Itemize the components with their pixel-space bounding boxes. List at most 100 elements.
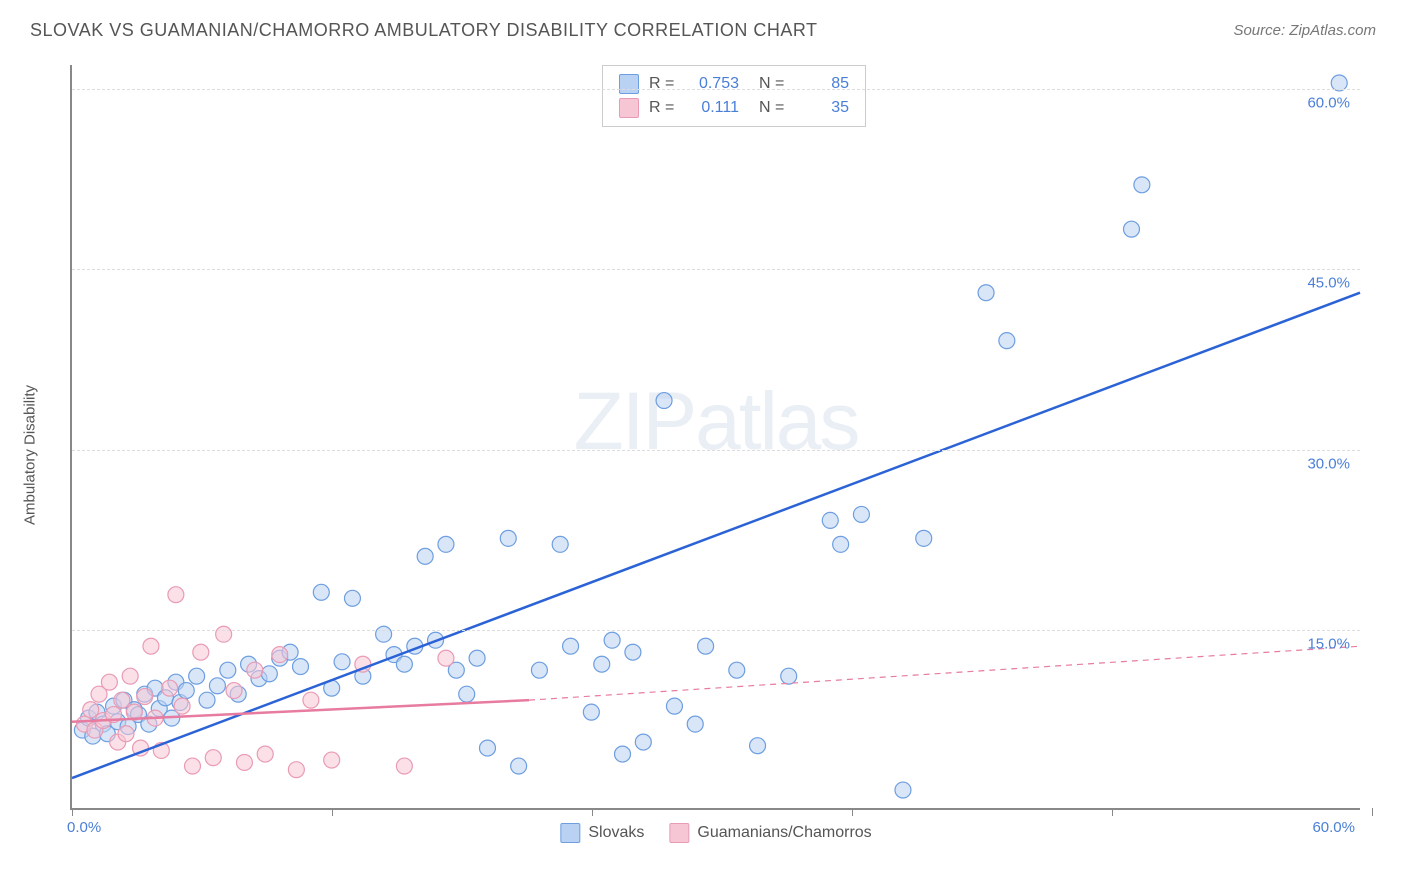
- y-tick-label: 15.0%: [1307, 635, 1350, 652]
- r-value: 0.753: [689, 75, 739, 93]
- scatter-point: [615, 746, 631, 762]
- r-label: R =: [649, 99, 679, 117]
- scatter-point: [833, 536, 849, 552]
- x-tick: [852, 808, 853, 816]
- scatter-point: [531, 662, 547, 678]
- series-legend-item: Slovaks: [560, 823, 644, 843]
- scatter-point: [781, 668, 797, 684]
- n-value: 35: [799, 99, 849, 117]
- grid-line: [72, 89, 1360, 90]
- scatter-point: [199, 692, 215, 708]
- scatter-point: [604, 632, 620, 648]
- x-axis-max-label: 60.0%: [1312, 819, 1355, 836]
- scatter-point: [853, 506, 869, 522]
- legend-swatch: [669, 823, 689, 843]
- scatter-point: [193, 644, 209, 660]
- scatter-point: [313, 584, 329, 600]
- scatter-point: [895, 782, 911, 798]
- chart-title: SLOVAK VS GUAMANIAN/CHAMORRO AMBULATORY …: [30, 20, 818, 41]
- scatter-point: [216, 626, 232, 642]
- grid-line: [72, 450, 1360, 451]
- scatter-point: [174, 698, 190, 714]
- scatter-point: [396, 656, 412, 672]
- chart-source: Source: ZipAtlas.com: [1233, 22, 1376, 39]
- scatter-point: [822, 512, 838, 528]
- scatter-point: [1134, 177, 1150, 193]
- scatter-point: [178, 683, 194, 699]
- r-value: 0.111: [689, 99, 739, 117]
- scatter-point: [438, 650, 454, 666]
- series-legend-item: Guamanians/Chamorros: [669, 823, 871, 843]
- r-label: R =: [649, 75, 679, 93]
- scatter-point: [750, 738, 766, 754]
- scatter-point: [272, 647, 288, 663]
- x-tick: [72, 808, 73, 816]
- legend-swatch: [560, 823, 580, 843]
- chart-header: SLOVAK VS GUAMANIAN/CHAMORRO AMBULATORY …: [0, 0, 1406, 51]
- series-legend-label: Guamanians/Chamorros: [697, 824, 871, 842]
- scatter-point: [143, 638, 159, 654]
- correlation-legend-row: R = 0.111 N = 35: [619, 96, 849, 120]
- scatter-point: [257, 746, 273, 762]
- scatter-plot-svg: [72, 65, 1360, 808]
- scatter-point: [137, 689, 153, 705]
- x-tick: [332, 808, 333, 816]
- chart-container: Ambulatory Disability ZIPatlas R =0.753N…: [45, 65, 1375, 845]
- scatter-point: [396, 758, 412, 774]
- scatter-point: [101, 674, 117, 690]
- scatter-point: [459, 686, 475, 702]
- scatter-point: [168, 587, 184, 603]
- y-tick-label: 30.0%: [1307, 455, 1350, 472]
- scatter-point: [978, 285, 994, 301]
- scatter-point: [666, 698, 682, 714]
- scatter-point: [334, 654, 350, 670]
- y-tick-label: 60.0%: [1307, 95, 1350, 112]
- scatter-point: [583, 704, 599, 720]
- scatter-point: [114, 692, 130, 708]
- scatter-point: [438, 536, 454, 552]
- scatter-point: [376, 626, 392, 642]
- grid-line: [72, 269, 1360, 270]
- scatter-point: [500, 530, 516, 546]
- y-tick-label: 45.0%: [1307, 275, 1350, 292]
- scatter-point: [162, 680, 178, 696]
- scatter-point: [344, 590, 360, 606]
- scatter-point: [185, 758, 201, 774]
- scatter-point: [303, 692, 319, 708]
- scatter-point: [226, 683, 242, 699]
- scatter-point: [625, 644, 641, 660]
- n-label: N =: [759, 99, 789, 117]
- scatter-point: [417, 548, 433, 564]
- n-value: 85: [799, 75, 849, 93]
- x-axis-min-label: 0.0%: [67, 819, 101, 836]
- n-label: N =: [759, 75, 789, 93]
- scatter-point: [293, 659, 309, 675]
- scatter-point: [469, 650, 485, 666]
- scatter-point: [1123, 221, 1139, 237]
- scatter-point: [324, 752, 340, 768]
- x-tick: [1112, 808, 1113, 816]
- correlation-legend: R = 0.753 N = 85 R = 0.111 N = 35: [602, 65, 866, 127]
- series-legend: Slovaks Guamanians/Chamorros: [560, 823, 871, 843]
- scatter-point: [209, 678, 225, 694]
- scatter-point: [247, 662, 263, 678]
- scatter-point: [83, 702, 99, 718]
- scatter-point: [999, 333, 1015, 349]
- scatter-point: [552, 536, 568, 552]
- scatter-point: [594, 656, 610, 672]
- scatter-point: [189, 668, 205, 684]
- legend-swatch: [619, 98, 639, 118]
- scatter-point: [687, 716, 703, 732]
- scatter-point: [220, 662, 236, 678]
- scatter-point: [698, 638, 714, 654]
- x-tick: [592, 808, 593, 816]
- grid-line: [72, 630, 1360, 631]
- trend-line: [72, 293, 1360, 778]
- series-legend-label: Slovaks: [588, 824, 644, 842]
- scatter-point: [656, 393, 672, 409]
- scatter-point: [563, 638, 579, 654]
- scatter-point: [511, 758, 527, 774]
- y-axis-title: Ambulatory Disability: [22, 385, 39, 525]
- scatter-point: [729, 662, 745, 678]
- scatter-point: [288, 762, 304, 778]
